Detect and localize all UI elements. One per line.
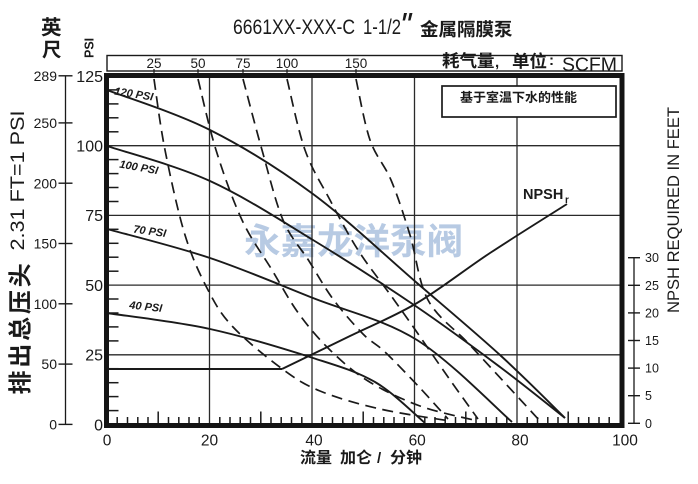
svg-text:100 PSI: 100 PSI (118, 159, 160, 178)
svg-text:25: 25 (146, 56, 161, 71)
svg-text:80: 80 (511, 433, 529, 450)
svg-text:0: 0 (94, 417, 103, 434)
svg-text:0: 0 (49, 417, 57, 433)
svg-text:2.31 FT=1 PSI: 2.31 FT=1 PSI (7, 111, 29, 251)
svg-text:100: 100 (612, 433, 638, 450)
svg-text:PSI: PSI (83, 38, 97, 58)
svg-text:NPSH REQUIRED IN FEET: NPSH REQUIRED IN FEET (664, 107, 683, 313)
svg-text:50: 50 (41, 356, 57, 372)
svg-text:0: 0 (103, 433, 112, 450)
svg-text:100: 100 (276, 56, 299, 71)
svg-text:25: 25 (85, 348, 103, 365)
svg-text::: : (549, 52, 554, 69)
svg-text:100: 100 (34, 296, 58, 312)
svg-text:250: 250 (34, 115, 58, 131)
svg-text:6661XX-XXX-C: 6661XX-XXX-C (233, 16, 355, 39)
svg-text:25: 25 (645, 279, 659, 293)
svg-text:100: 100 (76, 139, 103, 156)
svg-text:50: 50 (190, 56, 205, 71)
svg-text:75: 75 (235, 56, 250, 71)
svg-text:/: / (377, 450, 382, 467)
svg-text:20: 20 (201, 433, 219, 450)
svg-text:60: 60 (409, 433, 427, 450)
svg-text:289: 289 (34, 68, 58, 84)
svg-text:10: 10 (645, 362, 659, 376)
svg-text:30: 30 (645, 251, 659, 265)
svg-text:120 PSI: 120 PSI (114, 86, 155, 104)
svg-text:15: 15 (645, 334, 659, 348)
svg-text:5: 5 (645, 389, 652, 403)
svg-text:1-1/2: 1-1/2 (363, 16, 401, 39)
svg-text:125: 125 (76, 69, 103, 86)
svg-text:50: 50 (85, 278, 103, 295)
svg-text:SCFM: SCFM (562, 54, 617, 76)
svg-text:40: 40 (305, 433, 323, 450)
svg-text:20: 20 (645, 306, 659, 320)
svg-text:0: 0 (645, 417, 652, 431)
svg-text:70 PSI: 70 PSI (133, 224, 168, 241)
svg-text:r: r (565, 195, 569, 206)
svg-text:NPSH: NPSH (523, 187, 563, 203)
svg-text:75: 75 (85, 208, 103, 225)
svg-text:,: , (495, 54, 499, 71)
svg-text:150: 150 (345, 56, 368, 71)
svg-text:150: 150 (34, 236, 58, 252)
svg-text:200: 200 (34, 175, 58, 191)
svg-text:40 PSI: 40 PSI (128, 299, 164, 315)
